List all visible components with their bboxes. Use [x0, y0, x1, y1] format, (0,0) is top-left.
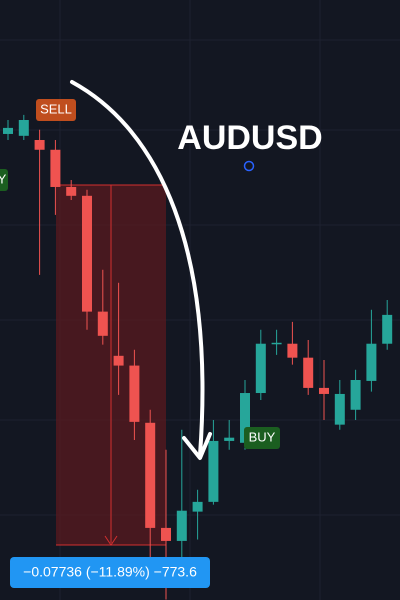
candle-body — [366, 343, 377, 381]
candle-body — [176, 510, 187, 541]
buy-label-partial: Y — [0, 171, 7, 186]
candle-body — [161, 527, 171, 541]
candle-body — [192, 501, 203, 512]
candle-body — [303, 357, 314, 388]
cursor-circle — [243, 160, 255, 172]
candle-body — [240, 393, 250, 443]
curve-arrow — [70, 80, 205, 457]
candle-body — [350, 380, 361, 410]
measure-label: −0.07736 (−11.89%) −773.6 — [23, 564, 197, 580]
candle-body — [97, 311, 108, 336]
candle-body — [287, 343, 298, 358]
candle-body — [129, 365, 140, 422]
candle-body — [113, 355, 124, 366]
candles — [3, 114, 393, 600]
candle-body — [224, 437, 235, 441]
measure-badge — [10, 557, 210, 588]
candle-body — [334, 393, 345, 425]
candle-body — [271, 342, 282, 345]
buy-badge — [244, 427, 280, 449]
candle-body — [3, 127, 13, 134]
title: AUDUSD — [177, 119, 322, 157]
candle-body — [208, 440, 219, 502]
measure-arrowhead — [104, 535, 118, 546]
sell-label: SELL — [40, 101, 72, 116]
candle-body — [18, 120, 29, 136]
buy-label: BUY — [249, 429, 276, 444]
candle-body — [34, 140, 45, 150]
buy-badge-partial — [0, 169, 8, 191]
candle-body — [66, 186, 77, 196]
candle-body — [145, 422, 156, 528]
sell-badge — [36, 99, 76, 121]
candle-body — [255, 343, 266, 394]
candle-body — [382, 314, 393, 344]
candle-body — [82, 195, 92, 312]
candle-body — [319, 387, 329, 394]
candle-body — [50, 149, 61, 187]
curve-arrowhead — [182, 432, 212, 460]
